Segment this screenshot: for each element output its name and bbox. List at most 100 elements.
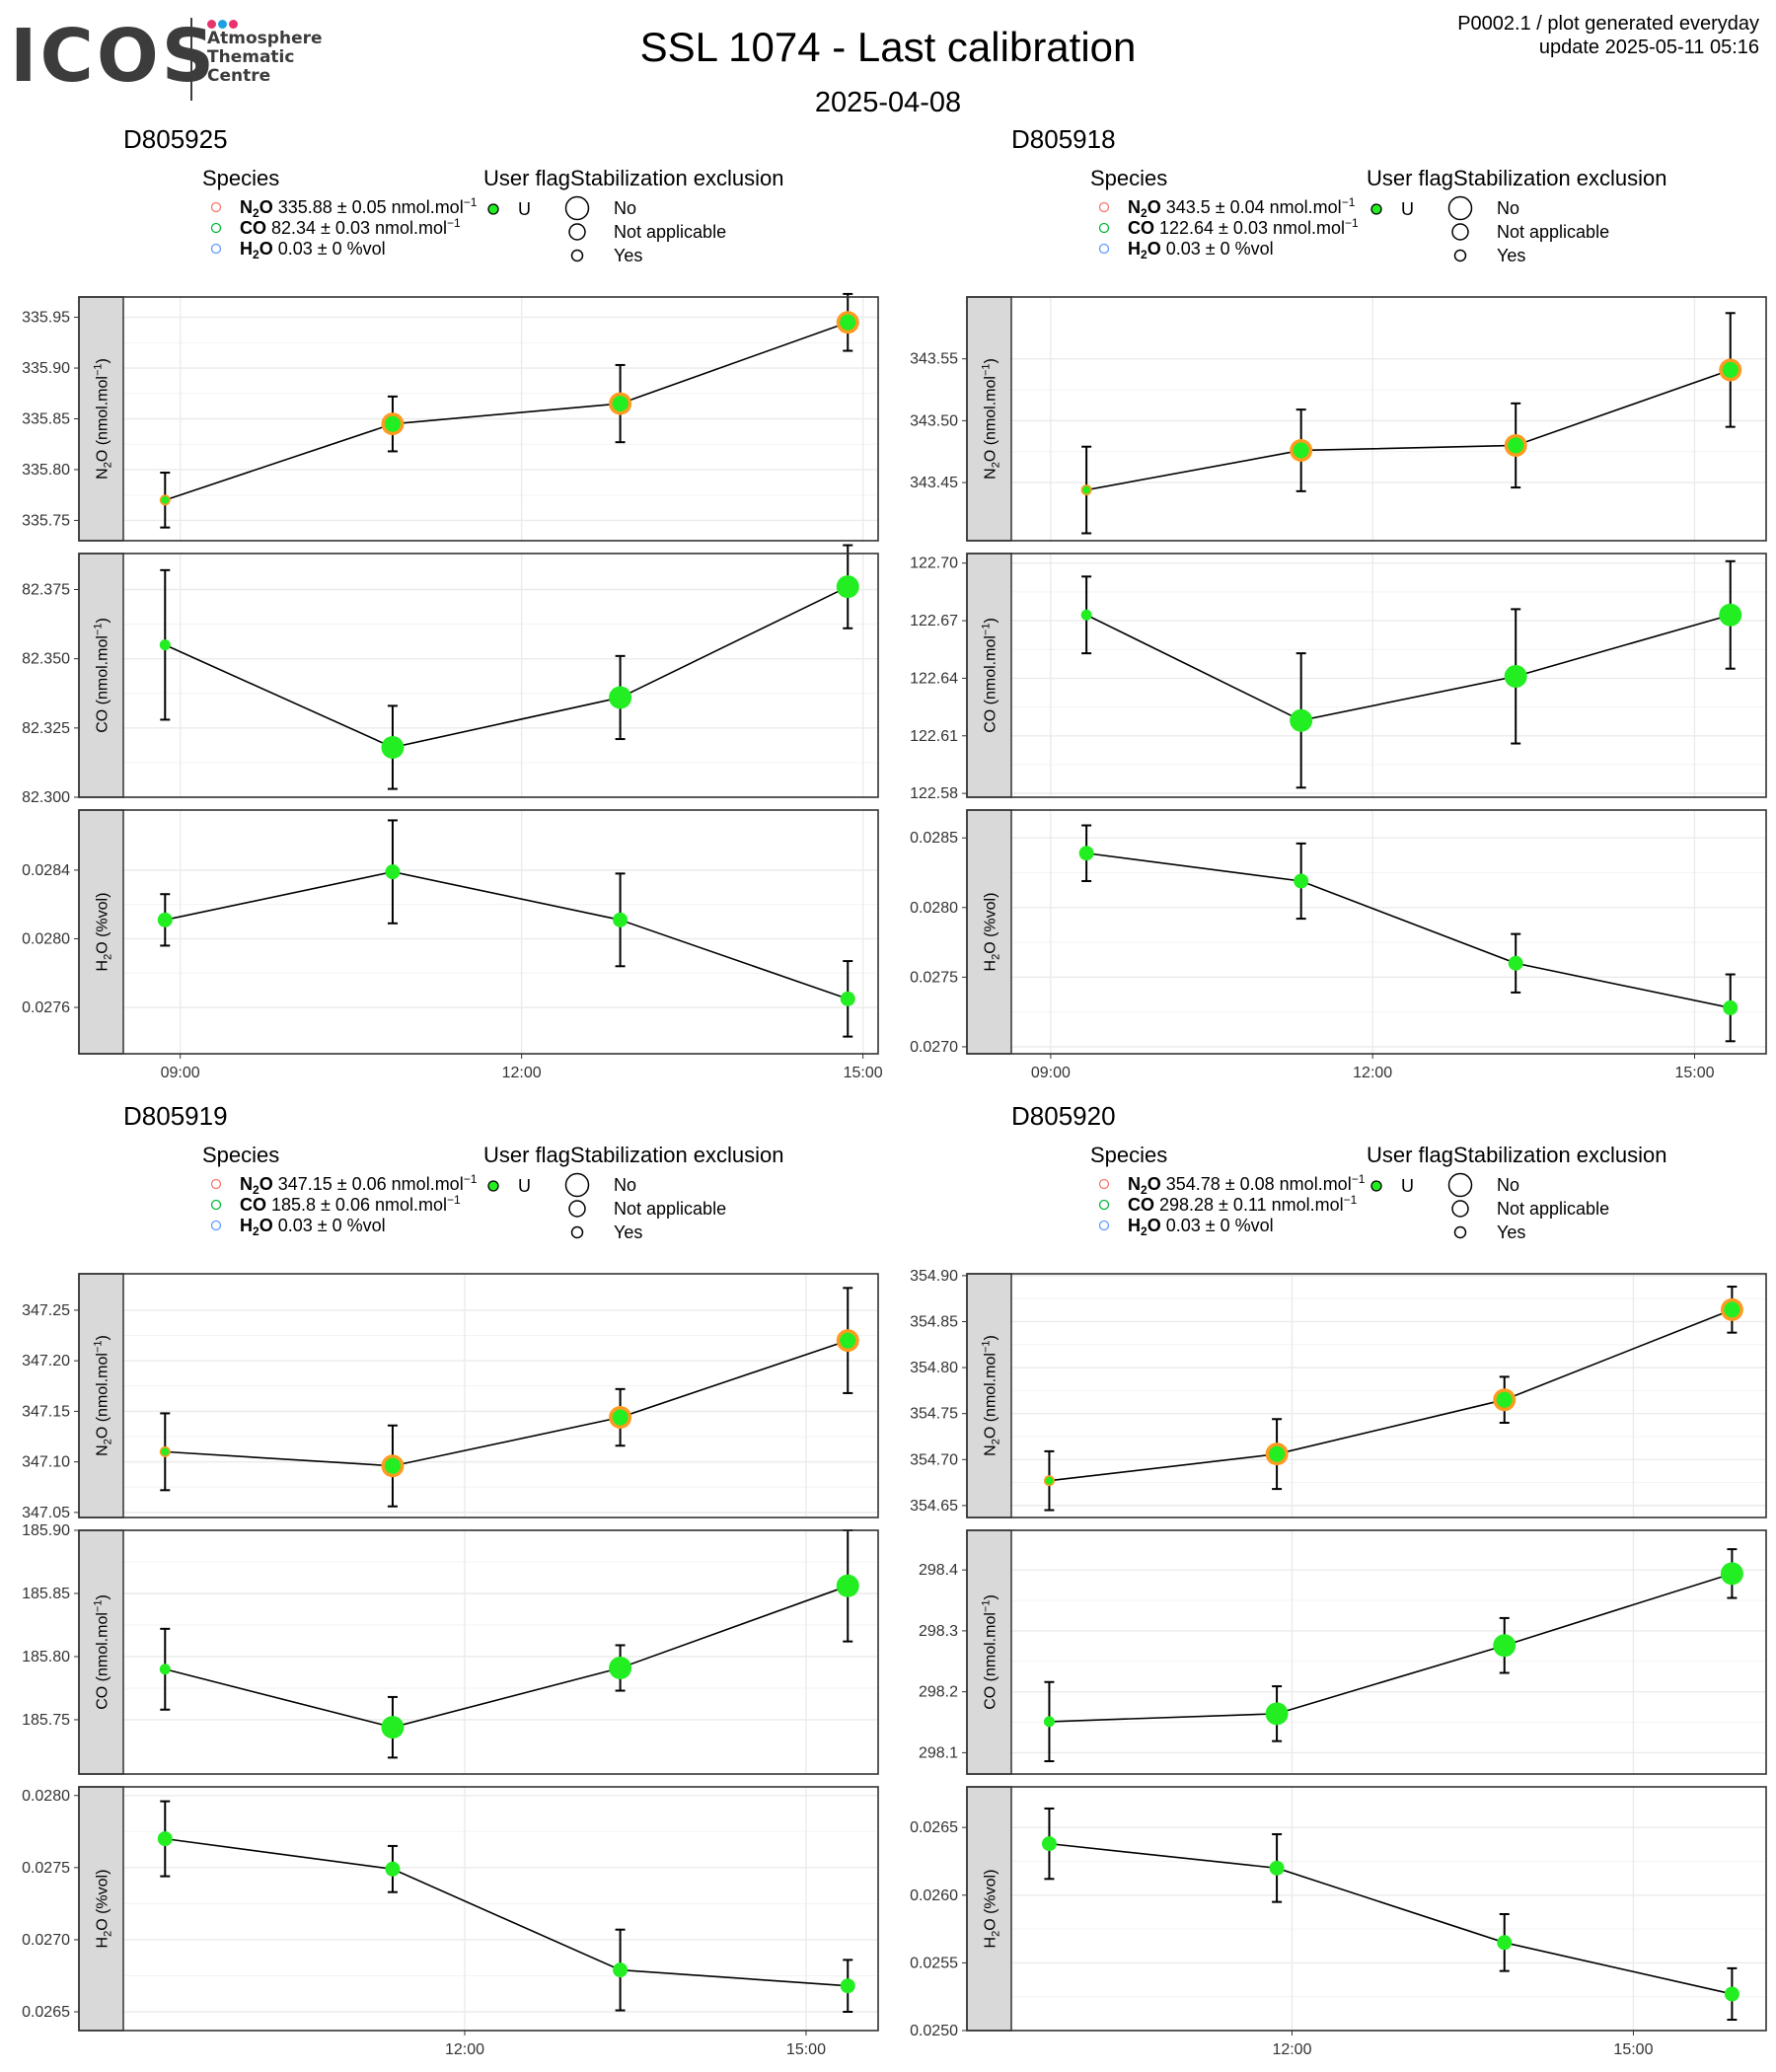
legend-species-title: Species bbox=[1090, 1143, 1167, 1167]
y-tick-label: 354.65 bbox=[910, 1498, 958, 1515]
series-line bbox=[1085, 369, 1732, 491]
data-point-overlay bbox=[1496, 1391, 1513, 1408]
legend-stab-label: Yes bbox=[614, 1222, 642, 1242]
legend-stab-label: Not applicable bbox=[1497, 222, 1609, 242]
facet: 0.0276 0.0280 0.0284 H2O (%vol) bbox=[22, 809, 879, 1055]
data-point-overlay bbox=[384, 415, 401, 432]
data-point bbox=[1080, 609, 1092, 621]
facet-border bbox=[78, 296, 879, 542]
data-point-overlay bbox=[612, 396, 629, 412]
data-point bbox=[385, 864, 401, 880]
y-tick-label: 335.75 bbox=[22, 512, 70, 529]
facet-strip bbox=[78, 1273, 124, 1518]
legend-stab-key bbox=[570, 1225, 584, 1239]
facet-strip bbox=[78, 1786, 124, 2032]
y-tick-label: 335.80 bbox=[22, 462, 70, 479]
facet-border bbox=[966, 809, 1767, 1055]
data-point bbox=[1720, 1562, 1743, 1586]
logo-sub-line: Thematic bbox=[207, 47, 295, 67]
data-point bbox=[840, 991, 855, 1006]
y-tick-label: 0.0265 bbox=[22, 2004, 70, 2021]
legend-species-entry: H2O 0.03 ± 0 %vol bbox=[240, 239, 386, 261]
data-point bbox=[1508, 955, 1523, 971]
data-point bbox=[613, 1962, 629, 1978]
legend-species-key bbox=[210, 1199, 222, 1211]
series-line bbox=[1086, 851, 1731, 1009]
series-line bbox=[165, 321, 849, 501]
x-tick-label: 09:00 bbox=[1031, 1065, 1071, 1081]
data-point-overlay bbox=[1293, 442, 1309, 459]
device-title: D805919 bbox=[123, 1101, 228, 1131]
facet-background bbox=[1011, 297, 1766, 541]
chart-panel: D805925 Species User flag Stabilization exc… bbox=[22, 124, 883, 1081]
y-tick-label: 0.0270 bbox=[910, 1039, 958, 1056]
logo-sub-line: Atmosphere bbox=[207, 29, 323, 48]
legend-flag-key bbox=[1370, 1180, 1382, 1192]
facet-strip bbox=[78, 296, 124, 542]
y-tick-label: 185.90 bbox=[22, 1522, 70, 1539]
data-point bbox=[613, 912, 629, 927]
facet-border bbox=[966, 1786, 1767, 2032]
legend-stab-key bbox=[570, 249, 584, 262]
legend-species-key bbox=[1098, 201, 1110, 213]
y-tick-label: 347.20 bbox=[22, 1353, 70, 1369]
data-point bbox=[1078, 846, 1094, 861]
data-point-overlay bbox=[1045, 1476, 1054, 1485]
data-point-overlay bbox=[840, 314, 856, 331]
facet-strip-label: H2O (%vol) bbox=[983, 1870, 1002, 1949]
facet-strip-label: N2O (nmol.mol−1) bbox=[981, 358, 1002, 480]
facet-strip bbox=[966, 809, 1012, 1055]
facet-border bbox=[78, 1529, 879, 1775]
legend-species-entry: N2O 354.78 ± 0.08 nmol.mol−1 bbox=[1128, 1172, 1366, 1197]
legend-flag-title: User flag bbox=[483, 166, 570, 190]
y-tick-label: 347.15 bbox=[22, 1403, 70, 1420]
facet-background bbox=[1011, 554, 1766, 797]
facet-background bbox=[123, 810, 878, 1054]
facet: 185.75 185.80 185.85 185.90 CO (nmol.mol−1) bbox=[22, 1522, 879, 1775]
data-point bbox=[1719, 603, 1742, 627]
chart-panel: D805920 Species User flag Stabilization exc… bbox=[910, 1101, 1767, 2058]
legend-stab-title: Stabilization exclusion bbox=[1453, 166, 1666, 190]
legend-stab-label: No bbox=[1497, 198, 1519, 218]
legend-stab-label: Not applicable bbox=[614, 222, 726, 242]
legend-species-key bbox=[210, 1178, 222, 1190]
legend-stab-key bbox=[564, 1172, 590, 1198]
legend-stab-key bbox=[1447, 1172, 1473, 1198]
y-tick-label: 298.4 bbox=[919, 1562, 958, 1579]
data-point bbox=[159, 639, 171, 651]
facet: 0.0265 0.0270 0.0275 0.0280 H2O (%vol) bbox=[22, 1786, 879, 2032]
y-tick-label: 0.0280 bbox=[22, 1788, 70, 1805]
series-line bbox=[165, 1585, 849, 1729]
legend-species-entry: CO 82.34 ± 0.03 nmol.mol−1 bbox=[240, 216, 461, 238]
facet-background bbox=[123, 554, 878, 797]
legend-species-entry: CO 298.28 ± 0.11 nmol.mol−1 bbox=[1128, 1193, 1358, 1215]
facet-strip-label: N2O (nmol.mol−1) bbox=[981, 1335, 1002, 1456]
facet-background bbox=[1011, 1787, 1766, 2031]
series-line bbox=[165, 1837, 849, 1987]
legend-flag-label: U bbox=[1401, 1176, 1414, 1196]
legend-species-entry: N2O 347.15 ± 0.06 nmol.mol−1 bbox=[240, 1172, 478, 1197]
facet-strip-label: H2O (%vol) bbox=[95, 1870, 114, 1949]
y-tick-label: 122.64 bbox=[910, 670, 958, 687]
legend-species-key bbox=[1098, 222, 1110, 234]
y-tick-label: 298.3 bbox=[919, 1623, 958, 1640]
facet-border bbox=[966, 553, 1767, 798]
legend-flag-title: User flag bbox=[483, 1143, 570, 1167]
facet-border bbox=[78, 1786, 879, 2032]
facet-background bbox=[1011, 1530, 1766, 1774]
y-tick-label: 0.0255 bbox=[910, 1955, 958, 1971]
legend-species-entry: H2O 0.03 ± 0 %vol bbox=[240, 1216, 386, 1238]
legend-stab-title: Stabilization exclusion bbox=[570, 166, 783, 190]
legend-stab-key bbox=[1453, 1225, 1467, 1239]
data-point-overlay bbox=[1082, 485, 1090, 494]
data-point bbox=[836, 1574, 859, 1597]
facet-strip bbox=[966, 1529, 1012, 1775]
chart-panel: D805918 Species User flag Stabilization exc… bbox=[910, 124, 1767, 1081]
legend-stab-label: Not applicable bbox=[1497, 1199, 1609, 1219]
y-tick-label: 354.90 bbox=[910, 1268, 958, 1285]
data-point-overlay bbox=[1722, 361, 1739, 379]
x-tick-label: 15:00 bbox=[786, 2041, 826, 2058]
data-point-overlay bbox=[161, 1447, 170, 1456]
legend-flag-key bbox=[487, 203, 499, 215]
legend-flag-label: U bbox=[518, 1176, 531, 1196]
